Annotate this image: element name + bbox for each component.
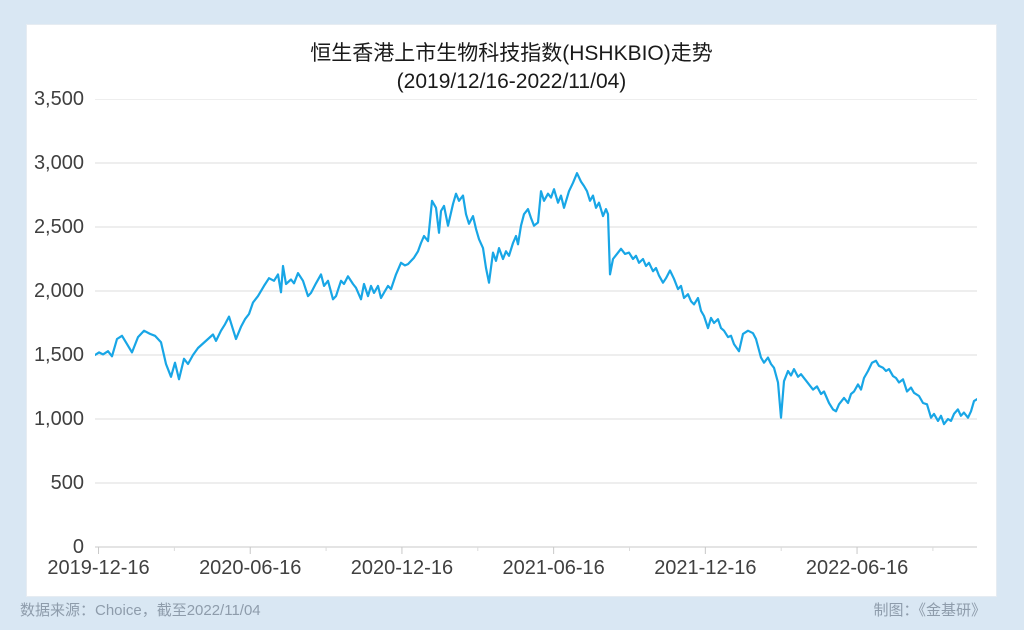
- x-axis-label: 2020-12-16: [350, 557, 454, 579]
- y-axis-label: 500: [50, 472, 84, 494]
- y-axis-label: 2,500: [33, 216, 84, 238]
- y-axis-label: 3,500: [33, 88, 84, 110]
- x-axis-label: 2019-12-16: [47, 557, 150, 579]
- index-trend-line: [95, 172, 977, 426]
- chart-card: 恒生香港上市生物科技指数(HSHKBIO)走势 (2019/12/16-2022…: [26, 24, 997, 597]
- chart-title-line2: (2019/12/16-2022/11/04): [396, 70, 627, 93]
- y-axis-label: 1,500: [33, 344, 84, 366]
- x-axis-label: 2022-06-16: [805, 557, 909, 579]
- y-axis-label: 0: [72, 536, 84, 558]
- chart-title-line1: 恒生香港上市生物科技指数(HSHKBIO)走势: [310, 42, 713, 65]
- y-axis-label: 2,000: [33, 280, 84, 302]
- y-axis-label: 1,000: [33, 408, 84, 430]
- credit-text: 制图：《金基研》: [873, 602, 986, 619]
- chart-footer: 数据来源：Choice，截至2022/11/04 制图：《金基研》: [0, 601, 1024, 621]
- y-axis-label: 3,000: [33, 152, 84, 174]
- x-axis-label: 2021-12-16: [654, 557, 757, 579]
- x-axis-label: 2021-06-16: [502, 557, 605, 579]
- data-source-text: 数据来源：Choice，截至2022/11/04: [20, 602, 261, 619]
- plot-svg: [95, 99, 977, 554]
- chart-title: 恒生香港上市生物科技指数(HSHKBIO)走势 (2019/12/16-2022…: [27, 40, 996, 96]
- x-axis-label: 2020-06-16: [199, 557, 302, 579]
